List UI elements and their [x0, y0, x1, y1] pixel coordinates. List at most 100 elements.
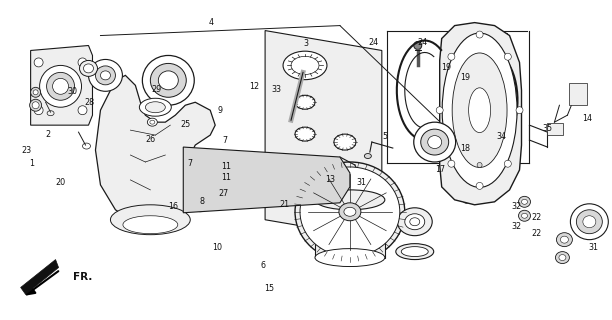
Ellipse shape	[448, 53, 455, 60]
Ellipse shape	[140, 98, 171, 116]
Text: 20: 20	[56, 178, 65, 187]
Text: 12: 12	[249, 82, 259, 91]
Text: 16: 16	[168, 202, 178, 211]
Text: 8: 8	[200, 197, 204, 206]
Ellipse shape	[202, 162, 228, 182]
Text: 10: 10	[212, 243, 222, 252]
Text: 24: 24	[417, 38, 427, 47]
Text: 7: 7	[187, 159, 193, 168]
Ellipse shape	[110, 205, 190, 235]
Text: 14: 14	[582, 114, 592, 123]
Text: 1: 1	[29, 159, 34, 168]
Ellipse shape	[561, 236, 569, 243]
Ellipse shape	[146, 102, 165, 113]
Ellipse shape	[448, 160, 455, 167]
Text: 35: 35	[542, 124, 552, 132]
Ellipse shape	[428, 136, 442, 148]
Ellipse shape	[29, 99, 42, 111]
Ellipse shape	[556, 233, 572, 247]
Ellipse shape	[556, 252, 569, 264]
Ellipse shape	[518, 210, 531, 221]
Ellipse shape	[436, 107, 443, 114]
Ellipse shape	[339, 203, 361, 221]
Text: 24: 24	[368, 38, 378, 47]
Text: 19: 19	[441, 63, 452, 72]
Ellipse shape	[476, 31, 483, 38]
Text: 26: 26	[145, 135, 155, 144]
Ellipse shape	[194, 204, 206, 212]
Text: 13: 13	[326, 175, 335, 184]
Text: FR.: FR.	[73, 273, 92, 283]
Text: 22: 22	[532, 229, 542, 238]
Ellipse shape	[147, 118, 157, 126]
Ellipse shape	[477, 163, 482, 167]
Text: 31: 31	[588, 243, 598, 252]
Ellipse shape	[414, 122, 456, 162]
Ellipse shape	[364, 154, 371, 158]
Ellipse shape	[559, 255, 566, 260]
Ellipse shape	[83, 64, 94, 73]
Text: 22: 22	[532, 213, 542, 222]
Text: 21: 21	[280, 200, 289, 209]
Ellipse shape	[80, 60, 97, 76]
Ellipse shape	[208, 166, 222, 177]
Ellipse shape	[463, 198, 470, 203]
Ellipse shape	[300, 167, 400, 257]
Ellipse shape	[295, 127, 315, 141]
Text: 32: 32	[512, 222, 521, 231]
Ellipse shape	[518, 196, 531, 207]
Ellipse shape	[442, 33, 517, 188]
Ellipse shape	[401, 247, 428, 257]
Ellipse shape	[521, 213, 528, 218]
Text: 6: 6	[261, 261, 266, 270]
Ellipse shape	[214, 190, 236, 206]
Ellipse shape	[521, 199, 528, 204]
Ellipse shape	[452, 53, 507, 167]
Text: 5: 5	[383, 132, 388, 140]
Text: 34: 34	[496, 132, 506, 140]
Ellipse shape	[334, 134, 356, 150]
Ellipse shape	[504, 53, 511, 60]
Polygon shape	[183, 147, 350, 213]
Ellipse shape	[283, 51, 327, 80]
Text: 11: 11	[222, 162, 231, 171]
Ellipse shape	[31, 87, 40, 97]
Text: 23: 23	[21, 146, 31, 155]
Ellipse shape	[504, 160, 511, 167]
Bar	[569, 83, 588, 105]
Bar	[548, 123, 564, 135]
Ellipse shape	[123, 216, 178, 234]
Ellipse shape	[516, 107, 523, 114]
Text: 32: 32	[512, 202, 521, 211]
Ellipse shape	[32, 102, 39, 109]
Ellipse shape	[47, 72, 75, 100]
Ellipse shape	[397, 208, 432, 236]
Text: 28: 28	[84, 98, 94, 107]
Text: 30: 30	[68, 87, 78, 96]
Ellipse shape	[583, 216, 596, 228]
Ellipse shape	[193, 193, 207, 203]
Polygon shape	[95, 76, 215, 225]
Ellipse shape	[396, 244, 434, 260]
Ellipse shape	[336, 164, 360, 182]
Text: 15: 15	[264, 284, 274, 292]
Text: 9: 9	[218, 106, 223, 115]
Text: 19: 19	[460, 73, 470, 82]
Ellipse shape	[78, 58, 87, 67]
Polygon shape	[265, 31, 382, 240]
Ellipse shape	[159, 71, 178, 90]
Ellipse shape	[53, 78, 69, 94]
Polygon shape	[439, 23, 521, 205]
Bar	[315, 200, 385, 258]
Bar	[496, 33, 507, 62]
Ellipse shape	[570, 204, 608, 240]
Ellipse shape	[295, 162, 405, 261]
Ellipse shape	[78, 106, 87, 115]
Ellipse shape	[315, 249, 385, 267]
Ellipse shape	[33, 90, 38, 95]
Text: 2: 2	[46, 130, 51, 139]
Text: 3: 3	[304, 39, 308, 48]
Ellipse shape	[483, 56, 491, 64]
Text: 11: 11	[222, 173, 231, 182]
Text: 4: 4	[209, 19, 214, 28]
